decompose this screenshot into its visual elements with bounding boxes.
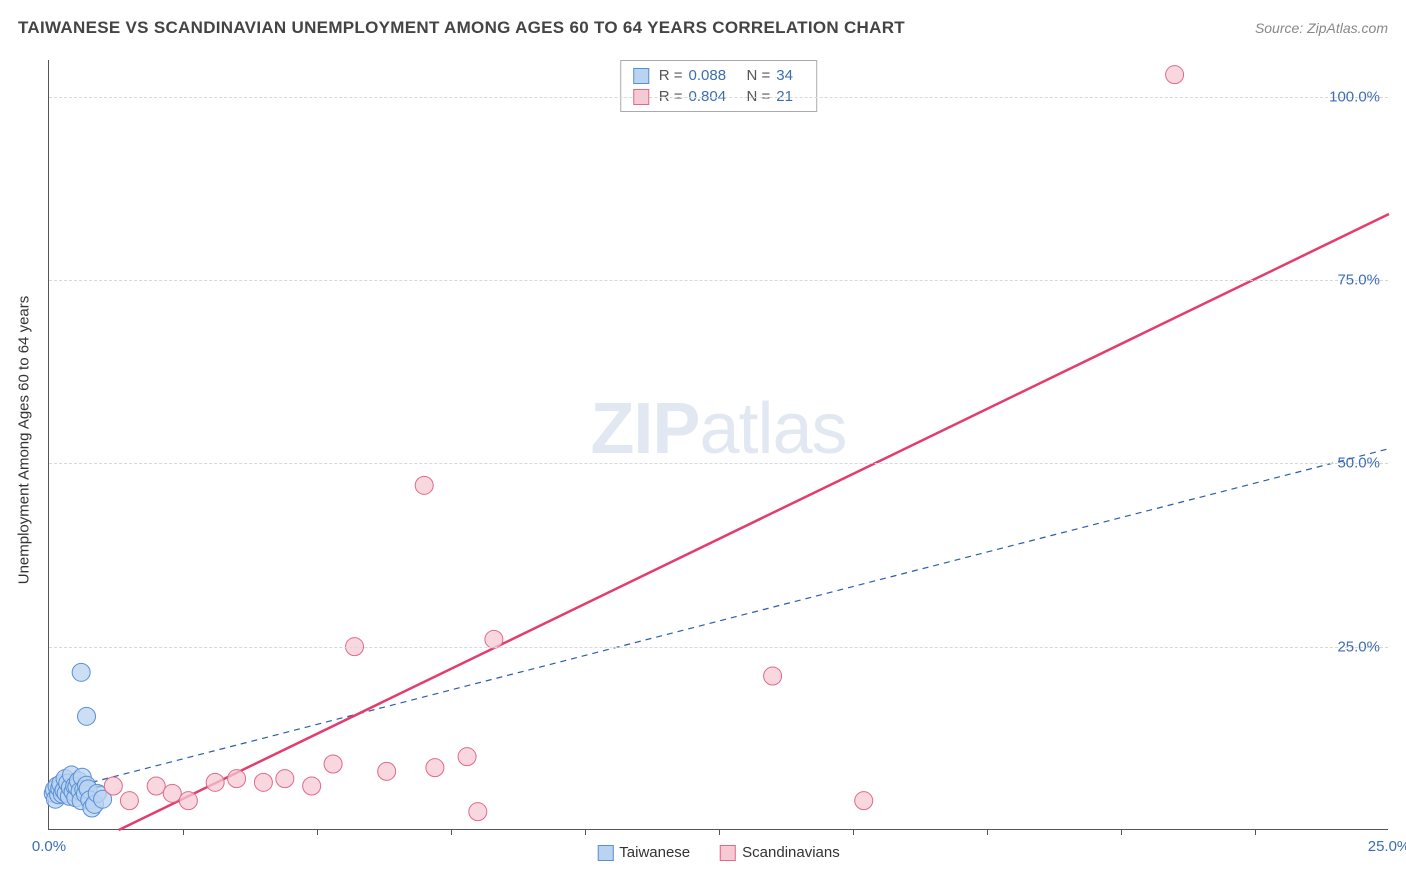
x-tick xyxy=(1121,829,1122,835)
x-tick xyxy=(451,829,452,835)
n-label: N = xyxy=(747,67,771,84)
data-point xyxy=(104,777,122,795)
data-point xyxy=(179,792,197,810)
x-tick xyxy=(183,829,184,835)
gridline xyxy=(49,463,1388,464)
x-tick xyxy=(317,829,318,835)
data-point xyxy=(764,667,782,685)
data-point xyxy=(147,777,165,795)
gridline xyxy=(49,280,1388,281)
gridline xyxy=(49,647,1388,648)
gridline xyxy=(49,97,1388,98)
r-label: R = xyxy=(659,67,683,84)
x-tick xyxy=(585,829,586,835)
legend-label: Scandinavians xyxy=(742,844,840,861)
chart-title: TAIWANESE VS SCANDINAVIAN UNEMPLOYMENT A… xyxy=(18,18,905,38)
n-value: 34 xyxy=(776,67,804,84)
y-tick-label: 25.0% xyxy=(1337,638,1380,655)
plot-area: ZIPatlas R =0.088N =34R =0.804N =21 Taiw… xyxy=(48,60,1388,830)
legend-item: Taiwanese xyxy=(597,844,690,861)
data-point xyxy=(415,476,433,494)
r-value: 0.088 xyxy=(689,67,737,84)
data-point xyxy=(458,748,476,766)
data-point xyxy=(303,777,321,795)
data-point xyxy=(485,630,503,648)
data-point xyxy=(120,792,138,810)
trend-line xyxy=(119,214,1389,830)
source-attribution: Source: ZipAtlas.com xyxy=(1255,20,1388,36)
series-legend: Taiwanese Scandinavians xyxy=(597,844,839,861)
legend-label: Taiwanese xyxy=(619,844,690,861)
data-point xyxy=(1166,66,1184,84)
data-point xyxy=(324,755,342,773)
data-point xyxy=(378,762,396,780)
y-tick-label: 75.0% xyxy=(1337,272,1380,289)
legend-swatch xyxy=(720,845,736,861)
chart-svg xyxy=(49,60,1388,829)
x-tick-label: 0.0% xyxy=(32,838,66,855)
legend-swatch xyxy=(597,845,613,861)
data-point xyxy=(276,770,294,788)
legend-item: Scandinavians xyxy=(720,844,840,861)
x-tick xyxy=(1255,829,1256,835)
x-tick xyxy=(719,829,720,835)
data-point xyxy=(163,784,181,802)
data-point xyxy=(78,707,96,725)
data-point xyxy=(254,773,272,791)
x-tick xyxy=(987,829,988,835)
x-tick-label: 25.0% xyxy=(1368,838,1406,855)
y-tick-label: 50.0% xyxy=(1337,455,1380,472)
trend-line xyxy=(49,449,1389,794)
data-point xyxy=(855,792,873,810)
legend-swatch xyxy=(633,68,649,84)
x-tick xyxy=(853,829,854,835)
data-point xyxy=(72,663,90,681)
y-axis-label: Unemployment Among Ages 60 to 64 years xyxy=(16,296,33,585)
data-point xyxy=(426,759,444,777)
correlation-legend: R =0.088N =34R =0.804N =21 xyxy=(620,60,818,112)
data-point xyxy=(228,770,246,788)
legend-row: R = 0.088 N = 34 xyxy=(633,65,805,86)
data-point xyxy=(206,773,224,791)
y-tick-label: 100.0% xyxy=(1329,88,1380,105)
data-point xyxy=(469,803,487,821)
